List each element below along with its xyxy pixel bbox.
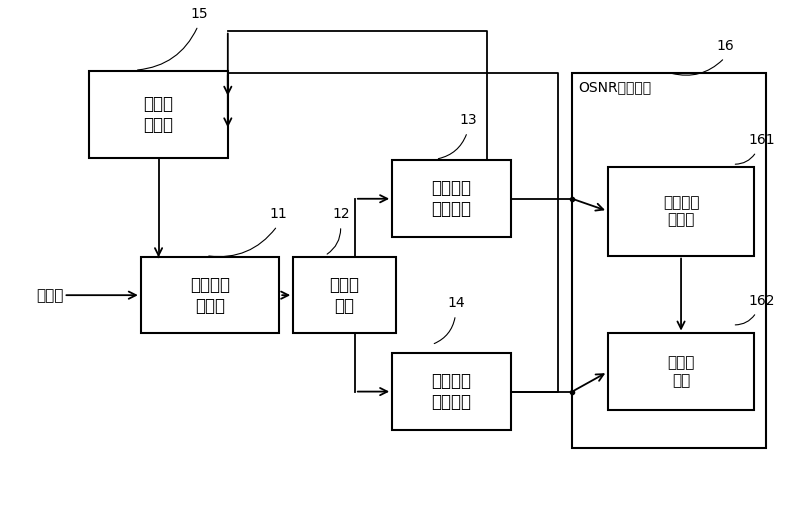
Text: 15: 15 bbox=[190, 7, 208, 21]
Text: 待测光: 待测光 bbox=[36, 287, 63, 303]
Text: 计算子
模块: 计算子 模块 bbox=[667, 355, 694, 388]
Text: 13: 13 bbox=[459, 113, 477, 127]
Bar bbox=[392, 353, 511, 430]
Bar bbox=[141, 257, 279, 334]
Text: 功率比
较模块: 功率比 较模块 bbox=[143, 95, 174, 134]
Text: 第一光电
转换模块: 第一光电 转换模块 bbox=[431, 179, 471, 218]
Bar bbox=[608, 167, 754, 256]
Text: 12: 12 bbox=[333, 207, 350, 221]
Text: 11: 11 bbox=[270, 207, 287, 221]
Text: 162: 162 bbox=[748, 294, 775, 308]
Text: 偏振分
束器: 偏振分 束器 bbox=[330, 276, 359, 314]
Text: 第二光电
转换模块: 第二光电 转换模块 bbox=[431, 372, 471, 411]
Text: 信号均衡
子模块: 信号均衡 子模块 bbox=[662, 195, 699, 227]
Bar bbox=[608, 334, 754, 410]
Text: 161: 161 bbox=[748, 133, 775, 147]
Bar bbox=[572, 73, 766, 449]
Bar bbox=[293, 257, 396, 334]
Bar bbox=[392, 160, 511, 237]
Text: OSNR计算模块: OSNR计算模块 bbox=[578, 80, 652, 94]
Text: 14: 14 bbox=[447, 296, 465, 310]
Bar bbox=[90, 71, 228, 158]
Text: 偏振态切
换模块: 偏振态切 换模块 bbox=[190, 276, 230, 314]
Text: 16: 16 bbox=[717, 39, 734, 53]
